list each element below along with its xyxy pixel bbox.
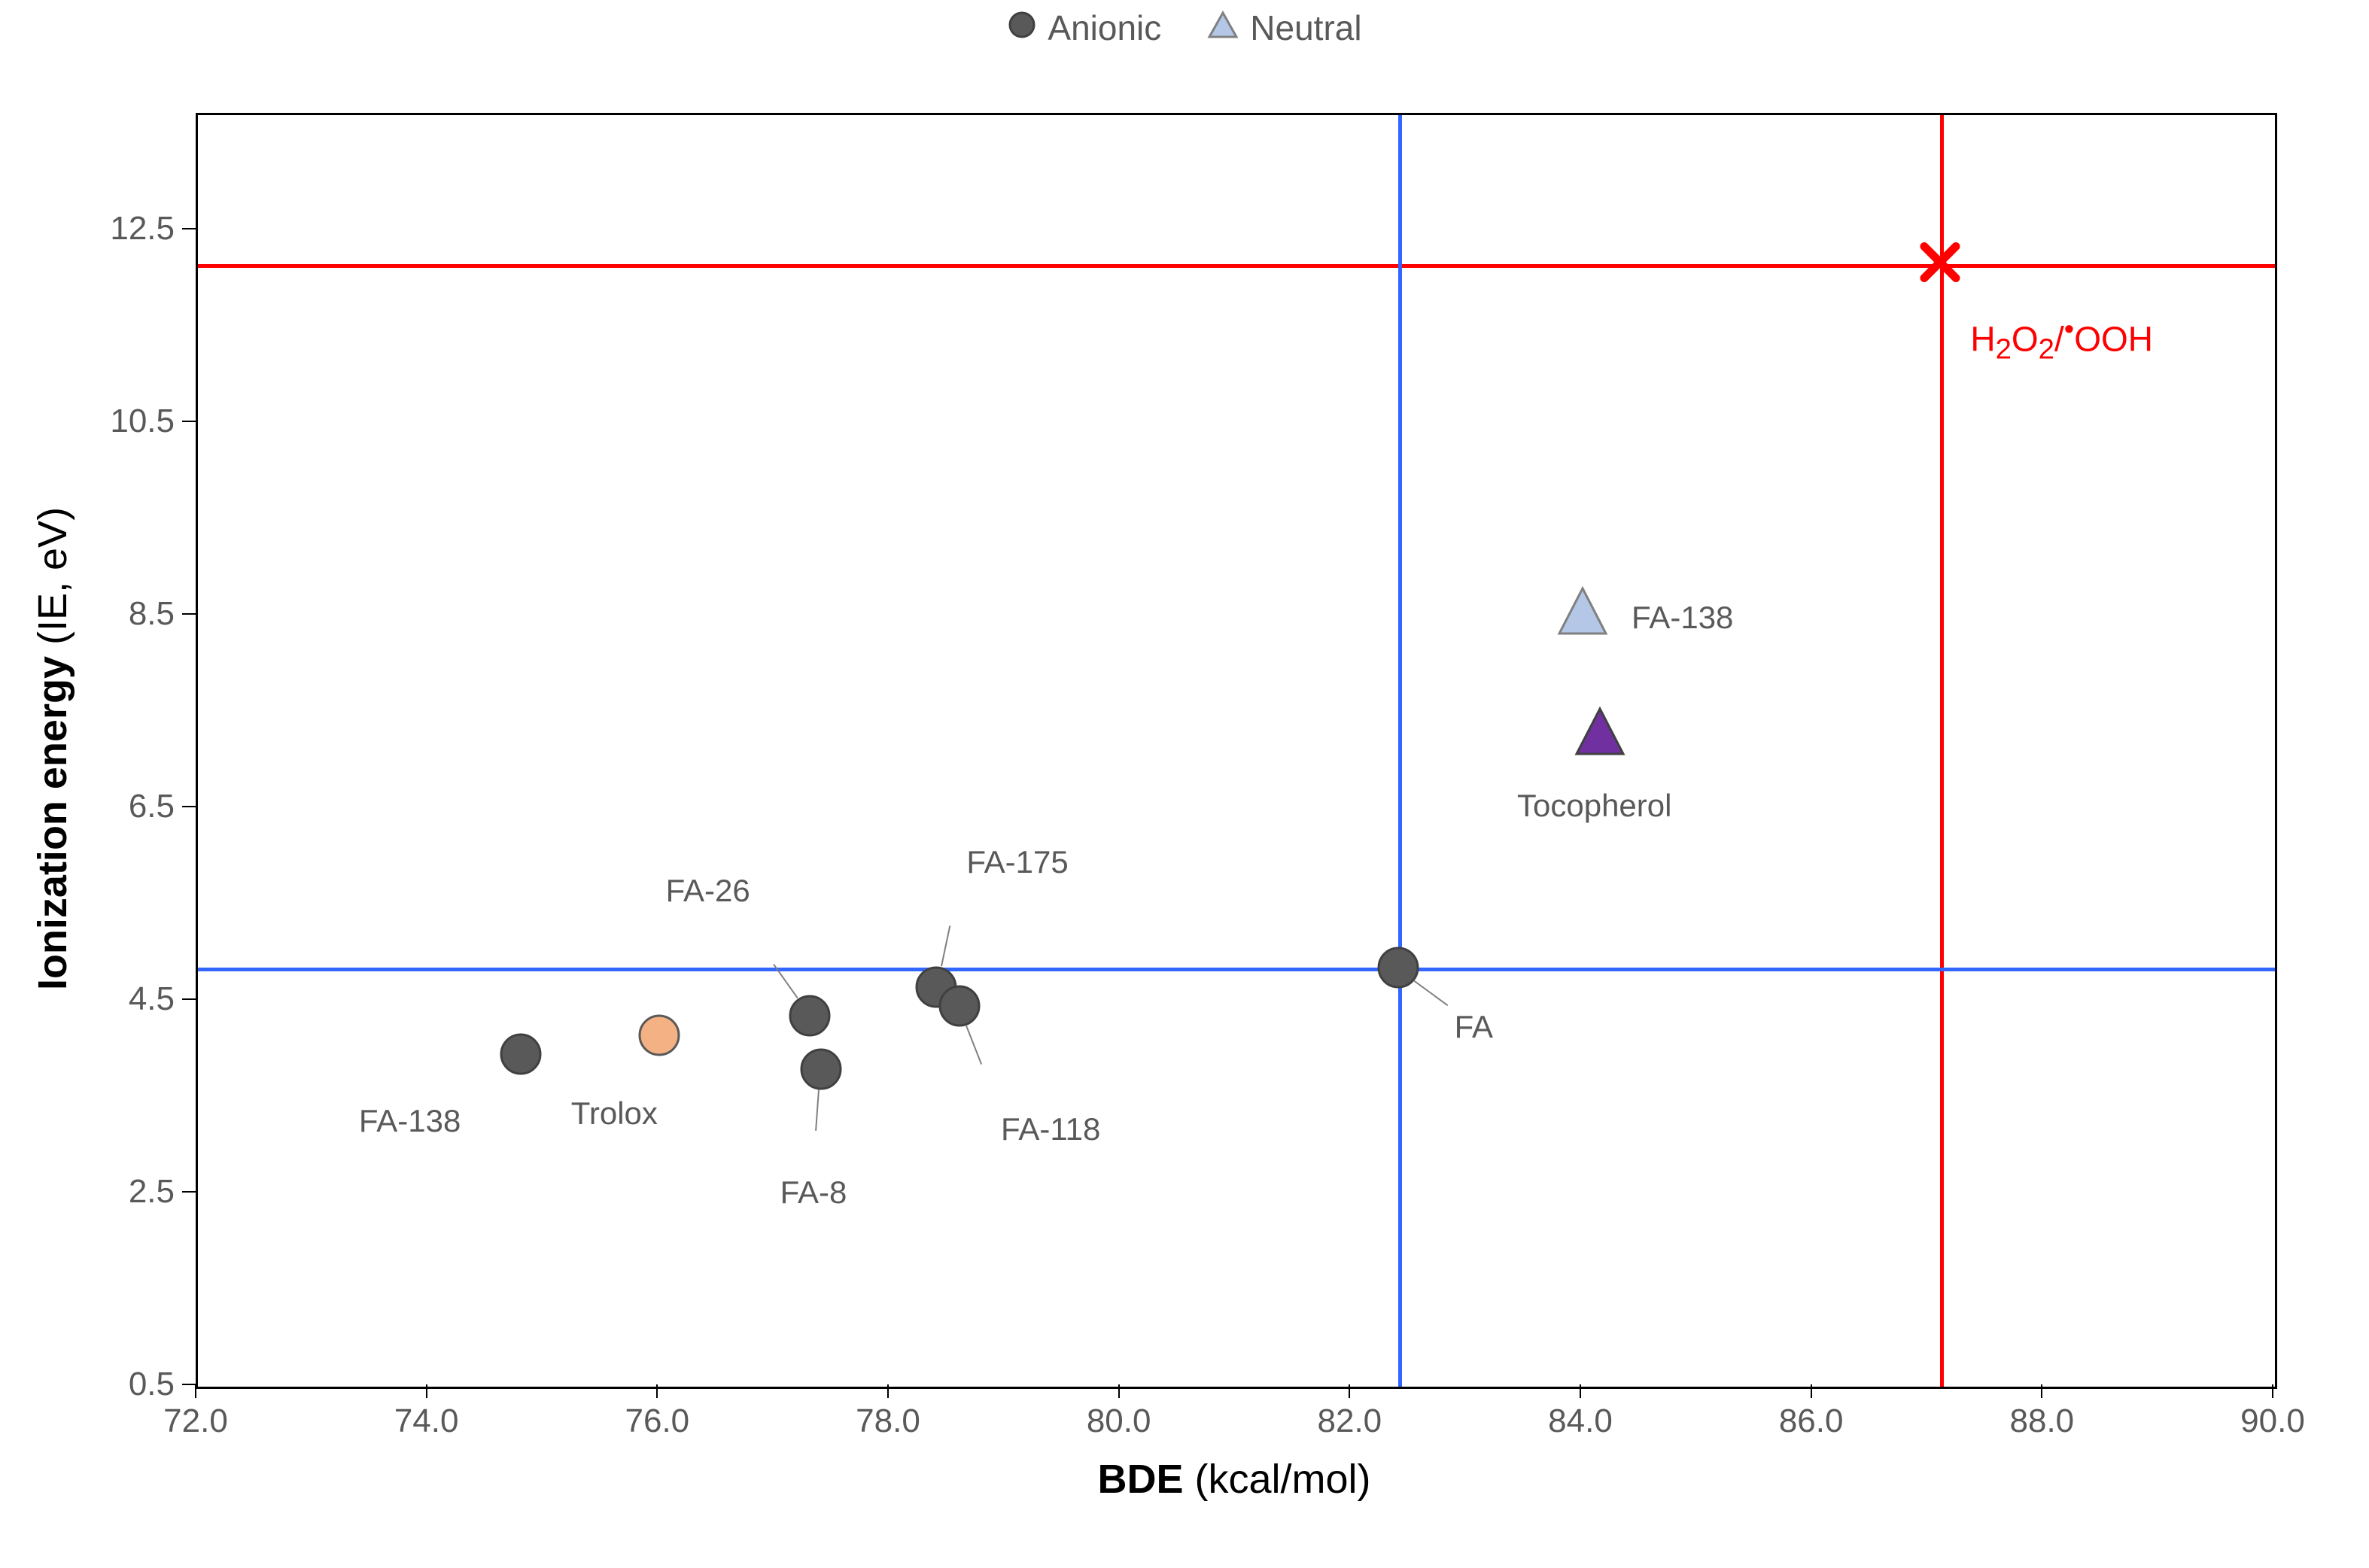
x-tick-label: 82.0 — [1318, 1402, 1382, 1440]
point-fa138n — [1556, 585, 1609, 642]
legend-label: Anionic — [1048, 8, 1161, 48]
point-tocoph — [1574, 706, 1626, 762]
x-tick — [656, 1384, 658, 1398]
circle-icon — [1377, 947, 1419, 989]
point-label-fa138a: FA-138 — [359, 1103, 461, 1139]
leader-line — [815, 1089, 820, 1131]
legend-label: Neutral — [1250, 8, 1361, 48]
x-tick — [1118, 1384, 1120, 1398]
peroxide-cross-icon — [1920, 242, 1960, 283]
x-tick — [1580, 1384, 1581, 1398]
x-tick-label: 72.0 — [163, 1402, 228, 1440]
plot-area: H2O2/•OOH FA-138 Trolox FA-26 FA-8 FA-175 FA-1… — [196, 113, 2277, 1389]
legend: Anionic Neutral — [0, 8, 2369, 48]
y-tick-label: 10.5 — [110, 403, 175, 440]
peroxide-marker — [1920, 242, 1960, 287]
y-tick-label: 0.5 — [129, 1366, 175, 1403]
x-tick-label: 86.0 — [1779, 1402, 1844, 1440]
x-axis-title: BDE (kcal/mol) — [1097, 1456, 1370, 1503]
legend-item: Anionic — [1007, 8, 1161, 48]
circle-icon — [638, 1014, 680, 1056]
legend-circle-icon — [1007, 10, 1037, 40]
y-tick — [182, 613, 196, 615]
circle-icon — [500, 1033, 542, 1075]
circle-icon — [938, 985, 981, 1027]
x-tick-label: 78.0 — [856, 1402, 920, 1440]
point-label-fa138n: FA-138 — [1632, 600, 1733, 636]
x-tick — [195, 1384, 196, 1398]
x-tick — [887, 1384, 889, 1398]
point-fa138a — [500, 1033, 542, 1079]
y-tick-label: 12.5 — [110, 210, 175, 248]
y-tick — [182, 228, 196, 229]
point-label-fa: FA — [1455, 1009, 1493, 1045]
peroxide-vline — [1940, 115, 1944, 1387]
y-tick — [182, 1191, 196, 1193]
x-tick — [1811, 1384, 1812, 1398]
point-label-fa175: FA-175 — [966, 844, 1068, 880]
chart-container: Anionic Neutral H2O2/•OOH FA-138 Trolox FA-2… — [0, 0, 2369, 1568]
point-label-fa26: FA-26 — [666, 873, 750, 909]
legend-item: Neutral — [1206, 8, 1361, 48]
y-tick-label: 6.5 — [129, 788, 175, 825]
point-label-tocoph: Tocopherol — [1517, 788, 1671, 824]
fa-hline — [198, 968, 2275, 971]
x-tick-label: 80.0 — [1087, 1402, 1151, 1440]
x-tick — [2272, 1384, 2273, 1398]
point-trolox — [638, 1014, 680, 1060]
x-tick-label: 88.0 — [2010, 1402, 2075, 1440]
y-tick — [182, 421, 196, 422]
x-tick-label: 84.0 — [1548, 1402, 1613, 1440]
point-fa8 — [800, 1048, 842, 1094]
x-tick — [2041, 1384, 2042, 1398]
leader-line — [966, 1026, 982, 1065]
y-tick — [182, 998, 196, 1000]
circle-icon — [800, 1048, 842, 1090]
circle-icon — [789, 995, 831, 1037]
y-tick — [182, 1384, 196, 1385]
peroxide-label: H2O2/•OOH — [1970, 313, 2153, 366]
point-fa26 — [789, 995, 831, 1041]
point-label-fa118: FA-118 — [1001, 1111, 1100, 1147]
y-tick-label: 4.5 — [129, 980, 175, 1018]
y-tick-label: 2.5 — [129, 1173, 175, 1211]
x-tick — [1349, 1384, 1350, 1398]
point-fa118 — [938, 985, 981, 1031]
point-label-fa8: FA-8 — [780, 1174, 847, 1211]
point-label-trolox: Trolox — [571, 1095, 658, 1132]
y-tick — [182, 806, 196, 807]
x-tick-label: 74.0 — [394, 1402, 459, 1440]
y-axis-title: Ionization energy (IE, eV) — [29, 507, 76, 990]
point-fa — [1377, 947, 1419, 992]
x-tick — [426, 1384, 427, 1398]
x-tick-label: 76.0 — [625, 1402, 690, 1440]
y-tick-label: 8.5 — [129, 595, 175, 633]
leader-line — [1414, 980, 1449, 1006]
leader-line — [941, 925, 950, 966]
triangle-icon — [1556, 585, 1609, 638]
fa-vline — [1398, 115, 1402, 1387]
x-tick-label: 90.0 — [2240, 1402, 2305, 1440]
triangle-icon — [1574, 706, 1626, 758]
legend-triangle-icon — [1206, 10, 1239, 40]
peroxide-hline — [198, 264, 2275, 268]
